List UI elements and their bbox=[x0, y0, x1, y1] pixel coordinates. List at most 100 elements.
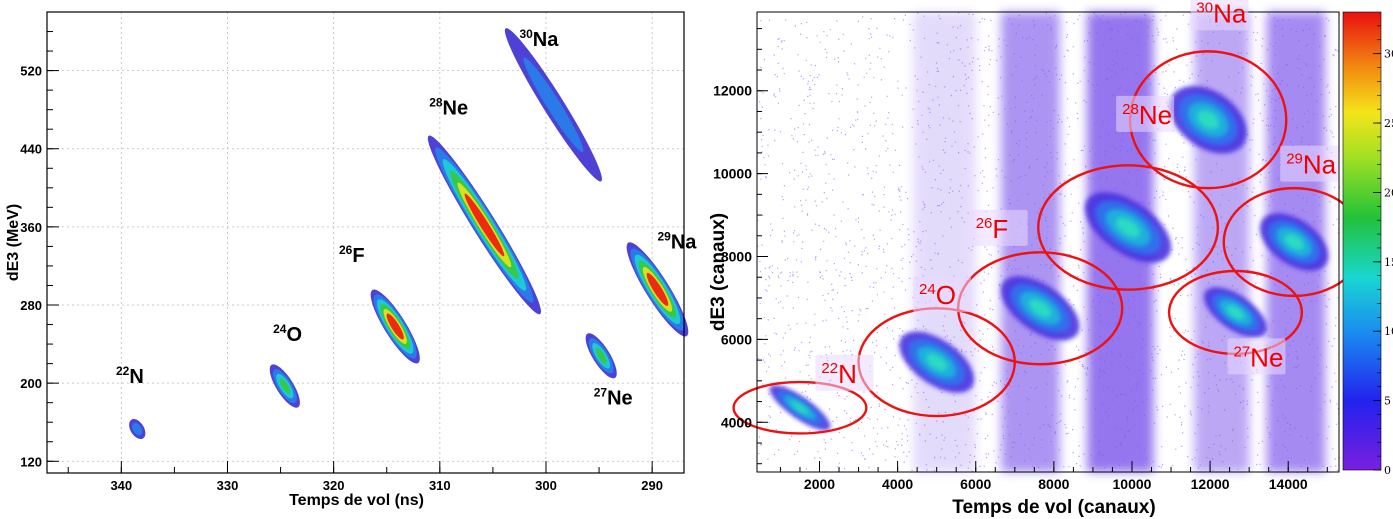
mass-number: 27 bbox=[594, 386, 608, 400]
mass-number: 30 bbox=[1196, 0, 1213, 16]
right-x-tick-label: 8000 bbox=[1038, 476, 1069, 492]
right-x-tick-label: 4000 bbox=[882, 476, 913, 492]
isotope-text: 30Na bbox=[1196, 0, 1246, 28]
isotope-text: 24O bbox=[919, 280, 956, 310]
left-y-tick-label: 360 bbox=[20, 220, 42, 235]
label-backdrop bbox=[969, 209, 1028, 246]
right-island-28Ne bbox=[1085, 192, 1172, 263]
left-island-layer bbox=[386, 313, 404, 340]
left-island-27Ne bbox=[585, 333, 617, 379]
element-symbol: Na bbox=[533, 29, 559, 51]
right-isotope-label-30Na: 30Na bbox=[1190, 0, 1249, 31]
mass-number: 22 bbox=[821, 360, 838, 377]
left-gridlines bbox=[47, 12, 684, 473]
left-island-26F bbox=[370, 289, 420, 364]
selection-circle-22N bbox=[732, 380, 868, 435]
left-y-axis-label: dE3 (MeV) bbox=[5, 204, 22, 281]
element-symbol: F bbox=[992, 214, 1008, 244]
left-islands bbox=[129, 28, 689, 440]
right-island-layer bbox=[926, 353, 948, 371]
right-y-tick-label: 6000 bbox=[721, 331, 752, 347]
left-island-layer bbox=[523, 57, 584, 152]
element-symbol: F bbox=[352, 245, 364, 267]
left-island-24O bbox=[269, 364, 300, 408]
right-island-22N bbox=[769, 385, 831, 431]
right-island-24O bbox=[899, 331, 975, 393]
element-symbol: O bbox=[286, 324, 302, 346]
right-island-26F bbox=[1000, 276, 1080, 341]
label-backdrop bbox=[913, 276, 972, 313]
right-isotope-labels: 22N 24O 26F 28Ne 30Na 27Ne 29Na bbox=[815, 0, 1339, 391]
left-x-tick-label: 330 bbox=[217, 478, 239, 493]
right-y-axis-label: dE3 (canaux) bbox=[708, 213, 729, 331]
element-symbol: N bbox=[838, 359, 857, 389]
left-x-tick-label: 290 bbox=[641, 478, 663, 493]
selection-circle-28Ne bbox=[1037, 164, 1220, 291]
colorbar bbox=[1342, 11, 1382, 471]
right-isotope-label-22N: 22N bbox=[815, 354, 874, 391]
label-backdrop bbox=[1190, 0, 1249, 31]
right-x-tick-label: 10000 bbox=[1113, 476, 1152, 492]
element-symbol: Ne bbox=[443, 98, 469, 120]
right-density-band bbox=[913, 12, 976, 472]
left-ticks: 340 330 320 310 300 290 120 200 280 360 440 520 bbox=[20, 31, 663, 493]
left-isotope-label-30Na: 30Na bbox=[519, 27, 559, 51]
right-island-27Ne bbox=[1204, 287, 1267, 338]
isotope-text: 27Ne bbox=[1233, 342, 1283, 372]
label-backdrop bbox=[815, 354, 874, 391]
isotope-text: 26F bbox=[976, 214, 1009, 244]
right-islands bbox=[769, 85, 1329, 431]
colorbar-tick-label: 30 bbox=[1384, 48, 1393, 61]
mass-number: 24 bbox=[273, 322, 287, 336]
mass-number: 29 bbox=[657, 229, 671, 243]
isotope-text: 28Ne bbox=[1122, 100, 1172, 130]
left-island-layer bbox=[464, 193, 505, 257]
left-plot-area bbox=[47, 12, 684, 473]
left-island-29Na bbox=[626, 242, 689, 337]
right-y-tick-label: 8000 bbox=[721, 249, 752, 265]
isotope-text: 29Na bbox=[1286, 150, 1336, 180]
colorbar-tick-label: 15 bbox=[1384, 256, 1393, 269]
right-isotope-label-24O: 24O bbox=[913, 276, 972, 313]
left-x-axis-label: Temps de vol (ns) bbox=[289, 492, 424, 509]
colorbar-tick-label: 0 bbox=[1384, 464, 1391, 477]
right-island-layer bbox=[1284, 233, 1304, 251]
left-y-tick-label: 280 bbox=[20, 298, 42, 313]
right-y-tick-label: 10000 bbox=[713, 166, 752, 182]
colorbar-tick-label: 20 bbox=[1384, 186, 1393, 199]
left-isotope-label-24O: 24O bbox=[273, 322, 302, 346]
left-y-tick-label: 440 bbox=[20, 142, 42, 157]
left-island-layer bbox=[595, 347, 607, 364]
left-island-layer bbox=[646, 272, 669, 306]
right-island-layer bbox=[791, 401, 809, 415]
mass-number: 26 bbox=[976, 215, 993, 232]
right-x-tick-label: 12000 bbox=[1191, 476, 1230, 492]
mass-number: 29 bbox=[1286, 151, 1303, 168]
element-symbol: Ne bbox=[1250, 342, 1283, 372]
mass-number: 30 bbox=[519, 27, 533, 41]
colorbar-tick-label: 5 bbox=[1384, 395, 1391, 408]
right-selection-circles bbox=[732, 50, 1366, 435]
colorbar-tick-label: 25 bbox=[1384, 117, 1393, 130]
right-island-layer bbox=[1197, 110, 1219, 130]
left-y-tick-label: 120 bbox=[20, 454, 42, 469]
left-island-layer bbox=[279, 378, 291, 394]
mass-number: 22 bbox=[116, 364, 130, 378]
colorbar-ticks: 0 5 10 15 20 25 30 bbox=[1373, 25, 1393, 477]
right-isotope-label-26F: 26F bbox=[969, 209, 1028, 246]
right-island-layer bbox=[1226, 305, 1245, 320]
right-island-30Na bbox=[1169, 85, 1247, 154]
left-x-tick-label: 340 bbox=[110, 478, 132, 493]
right-ticks: 2000 4000 6000 8000 10000 12000 14000 4000 6000 8… bbox=[713, 28, 1328, 492]
label-backdrop bbox=[1116, 95, 1175, 132]
left-x-tick-label: 300 bbox=[535, 478, 557, 493]
label-backdrop bbox=[1280, 145, 1339, 182]
element-symbol: Na bbox=[671, 231, 697, 253]
element-symbol: O bbox=[936, 280, 956, 310]
isotope-text: 22N bbox=[821, 359, 856, 389]
left-y-tick-label: 520 bbox=[20, 64, 42, 79]
right-island-29Na bbox=[1259, 213, 1329, 271]
left-island-30Na bbox=[504, 28, 602, 182]
